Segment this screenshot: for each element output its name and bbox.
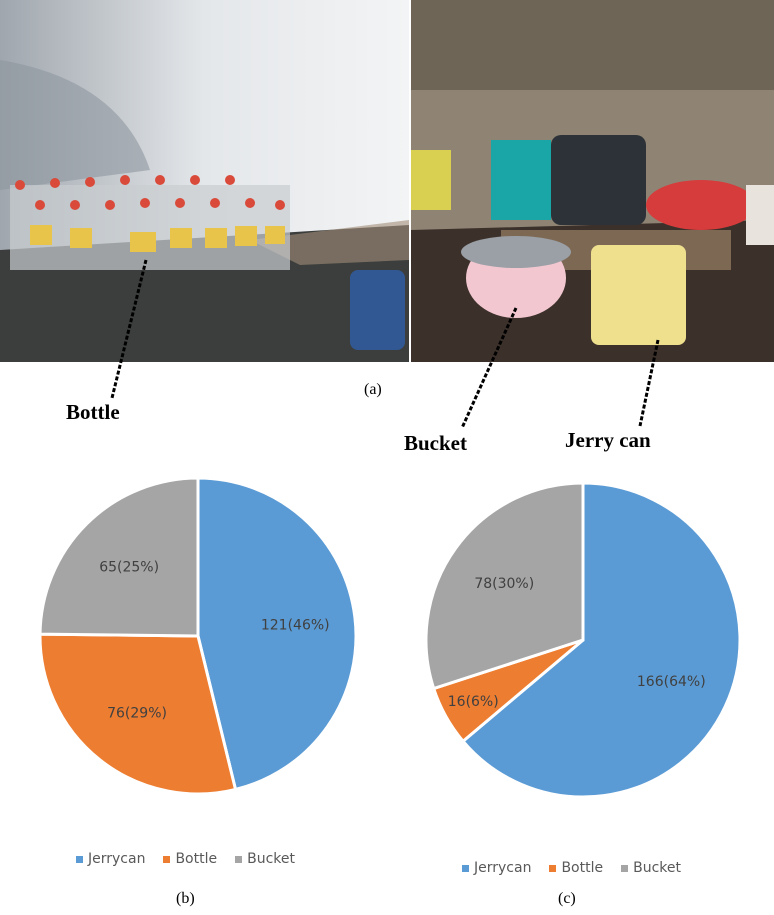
data-label-bucket: 65(25%) bbox=[99, 559, 159, 575]
pie-charts: 121(46%) 76(29%) 65(25%) 166(64%) 16(6%) 78(3… bbox=[38, 476, 742, 799]
legend-item-jerrycan: Jerrycan bbox=[76, 851, 145, 867]
legend-label: Jerrycan bbox=[474, 860, 532, 876]
pie-slice-bucket bbox=[424, 481, 585, 691]
bottle-group bbox=[10, 175, 290, 270]
legend-swatch bbox=[235, 855, 243, 863]
legend-label: Jerrycan bbox=[88, 851, 146, 867]
panel-b-caption: (b) bbox=[176, 890, 195, 907]
bucket-pointer bbox=[460, 307, 518, 429]
data-label-bottle: 16(6%) bbox=[448, 694, 499, 710]
legend-label: Bottle bbox=[561, 860, 604, 876]
legend-item-bucket: Bucket bbox=[621, 860, 681, 876]
legend-swatch bbox=[621, 864, 629, 872]
bottle-pointer bbox=[110, 259, 148, 399]
pie-slice-jerrycan bbox=[196, 476, 358, 792]
bucket-label: Bucket bbox=[404, 431, 467, 455]
legend-label: Bucket bbox=[247, 851, 295, 867]
legend-item-bottle: Bottle bbox=[549, 860, 603, 876]
pointer-lines bbox=[110, 259, 660, 429]
legend-label: Bottle bbox=[175, 851, 218, 867]
legend-b: Jerrycan Bottle Bucket bbox=[76, 851, 295, 867]
legend-item-bottle: Bottle bbox=[163, 851, 217, 867]
data-label-jerrycan: 121(46%) bbox=[261, 617, 330, 633]
pie-slice-jerrycan bbox=[460, 481, 742, 799]
panel-a-caption: (a) bbox=[364, 381, 382, 398]
data-label-bottle: 76(29%) bbox=[107, 706, 167, 722]
legend-item-bucket: Bucket bbox=[235, 851, 295, 867]
bottle-label: Bottle bbox=[66, 400, 120, 424]
legend-swatch bbox=[76, 855, 83, 863]
panel-c-caption: (c) bbox=[558, 890, 576, 907]
jerry-can-label: Jerry can bbox=[565, 428, 651, 452]
pie-slice-bucket bbox=[38, 476, 200, 638]
legend-label: Bucket bbox=[633, 860, 681, 876]
legend-swatch bbox=[549, 864, 557, 872]
data-label-bucket: 78(30%) bbox=[474, 576, 534, 592]
legend-swatch bbox=[462, 864, 469, 872]
pie-slice-bottle bbox=[38, 632, 238, 796]
legend-swatch bbox=[163, 855, 171, 863]
bottles-photo bbox=[0, 0, 409, 362]
containers-photo bbox=[411, 0, 774, 362]
jerry-can-pointer bbox=[638, 339, 660, 427]
legend-c: Jerrycan Bottle Bucket bbox=[462, 860, 681, 876]
legend-item-jerrycan: Jerrycan bbox=[462, 860, 531, 876]
data-label-jerrycan: 166(64%) bbox=[637, 674, 706, 690]
